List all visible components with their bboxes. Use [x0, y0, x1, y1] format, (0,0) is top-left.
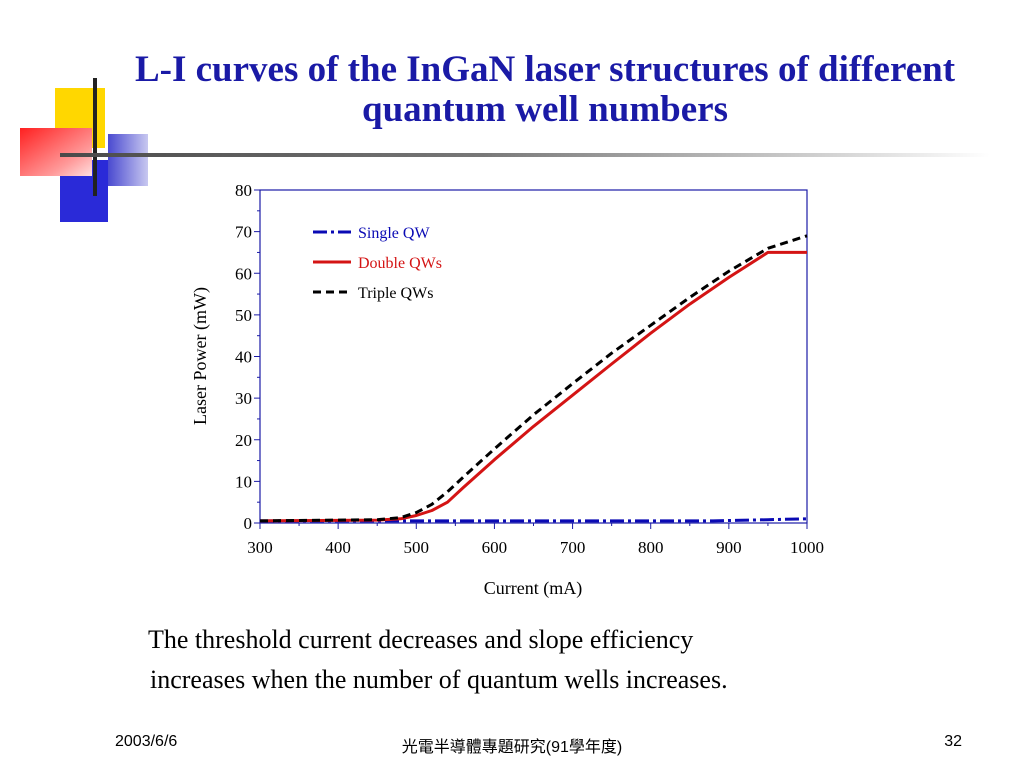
x-axis-label: Current (mA): [484, 578, 582, 599]
x-tick-label: 400: [325, 538, 351, 557]
y-tick-label: 60: [235, 264, 252, 283]
deco-red-square: [20, 128, 92, 176]
x-tick-label: 800: [638, 538, 664, 557]
li-curve-chart: 0 10 20 30 40 50 60 70 80 300 400 500 600 700 800 900 10…: [190, 181, 824, 599]
x-tick-label: 1000: [790, 538, 824, 557]
legend-label: Double QWs: [358, 255, 442, 272]
slide-caption: The threshold current decreases and slop…: [130, 620, 930, 700]
legend: Single QW Double QWs Triple QWs: [313, 225, 442, 302]
y-tick-label: 10: [235, 472, 252, 491]
series-lines: [259, 234, 808, 523]
y-tick-label: 50: [235, 306, 252, 325]
footer-date: 2003/6/6: [115, 733, 178, 750]
y-tick-label: 70: [235, 223, 252, 242]
series-line-double-qws: [259, 250, 807, 523]
title-divider: [60, 153, 990, 157]
y-tick-label: 80: [235, 181, 252, 200]
caption-line-2: increases when the number of quantum wel…: [150, 665, 728, 694]
y-tick-label: 40: [235, 348, 252, 367]
x-tick-label: 300: [247, 538, 273, 557]
series-line-triple-qws: [259, 234, 808, 523]
axis-ticks: 0 10 20 30 40 50 60 70 80 300 400 500 600 700 800 900 10…: [235, 181, 824, 557]
series-line-single-qw: [260, 517, 808, 523]
x-tick-label: 900: [716, 538, 742, 557]
footer-course-title: 光電半導體專題研究(91學年度): [401, 739, 623, 756]
x-tick-label: 500: [404, 538, 430, 557]
y-tick-label: 20: [235, 431, 252, 450]
y-axis-label: Laser Power (mW): [190, 287, 211, 425]
deco-blue-small-square: [108, 134, 148, 186]
x-tick-label: 600: [482, 538, 508, 557]
deco-vertical-line: [93, 78, 97, 196]
y-tick-label: 30: [235, 389, 252, 408]
legend-label: Triple QWs: [358, 285, 433, 302]
y-tick-label: 0: [244, 514, 253, 533]
x-tick-label: 700: [560, 538, 586, 557]
plot-frame: [259, 189, 808, 524]
caption-line-1: The threshold current decreases and slop…: [148, 625, 694, 654]
legend-label: Single QW: [358, 225, 430, 242]
page-number: 32: [944, 733, 962, 750]
slide-title: L-I curves of the InGaN laser structures…: [134, 49, 956, 130]
